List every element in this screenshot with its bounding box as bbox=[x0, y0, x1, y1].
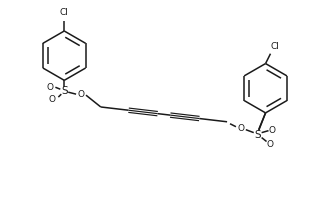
Text: Cl: Cl bbox=[271, 42, 280, 51]
Text: Cl: Cl bbox=[60, 8, 69, 17]
Text: O: O bbox=[49, 94, 56, 104]
Text: O: O bbox=[237, 124, 244, 133]
Text: O: O bbox=[77, 90, 85, 99]
Text: S: S bbox=[61, 86, 68, 96]
Text: O: O bbox=[267, 140, 274, 149]
Text: O: O bbox=[47, 83, 54, 92]
Text: O: O bbox=[269, 126, 276, 135]
Text: S: S bbox=[254, 130, 261, 140]
